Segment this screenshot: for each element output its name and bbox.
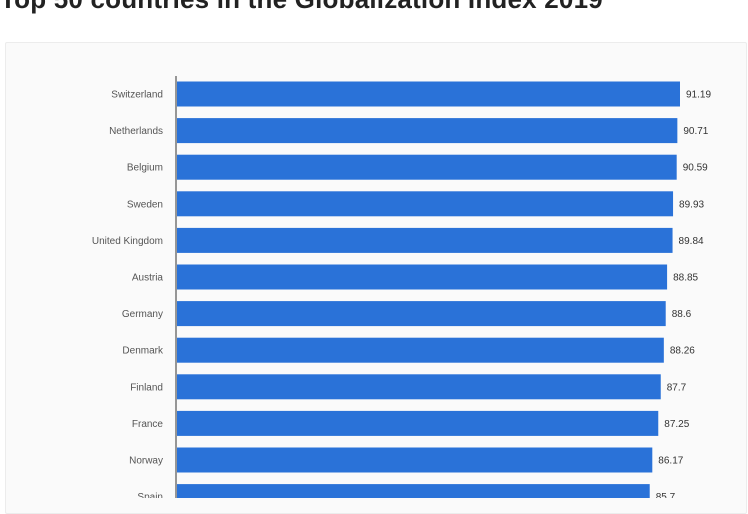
value-label: 90.71 bbox=[683, 126, 708, 137]
bar-denmark[interactable] bbox=[177, 337, 664, 363]
bar-netherlands[interactable] bbox=[177, 118, 678, 144]
bar-germany[interactable] bbox=[177, 301, 666, 327]
bar-france[interactable] bbox=[177, 410, 659, 436]
category-label: Austria bbox=[132, 273, 164, 284]
category-label: Switzerland bbox=[111, 90, 163, 101]
bar-finland[interactable] bbox=[177, 374, 661, 400]
category-label: Belgium bbox=[127, 163, 163, 174]
bar-switzerland[interactable] bbox=[177, 81, 680, 107]
bar-chart: Switzerland 91.19 Netherlands 90.71 Belgium 9… bbox=[92, 76, 711, 498]
value-label: 87.7 bbox=[667, 382, 687, 393]
bar-austria[interactable] bbox=[177, 264, 668, 290]
bar-belgium[interactable] bbox=[177, 154, 677, 180]
value-label: 86.17 bbox=[658, 456, 683, 467]
value-label: 88.6 bbox=[672, 309, 692, 320]
category-label: Denmark bbox=[122, 346, 164, 357]
value-label: 87.25 bbox=[664, 419, 689, 430]
chart-marks: Switzerland 91.19 Netherlands 90.71 Belgium 9… bbox=[92, 76, 711, 498]
value-label: 91.19 bbox=[686, 90, 711, 101]
value-label: 89.84 bbox=[679, 236, 704, 247]
category-label: France bbox=[132, 419, 164, 430]
category-label: United Kingdom bbox=[92, 236, 163, 247]
category-label: Germany bbox=[122, 309, 163, 320]
value-label: 90.59 bbox=[683, 163, 708, 174]
value-label: 89.93 bbox=[679, 199, 704, 210]
bar-sweden[interactable] bbox=[177, 191, 674, 217]
category-label: Sweden bbox=[127, 199, 163, 210]
bar-norway[interactable] bbox=[177, 447, 653, 473]
category-label: Norway bbox=[129, 456, 163, 467]
value-label: 88.85 bbox=[673, 273, 698, 284]
category-label: Netherlands bbox=[109, 126, 163, 137]
category-label: Spain bbox=[137, 492, 163, 498]
chart-title: Top 50 countries in the Globalization In… bbox=[0, 0, 603, 15]
bar-spain[interactable] bbox=[177, 484, 650, 498]
value-label: 85.7 bbox=[656, 492, 676, 498]
bar-united-kingdom[interactable] bbox=[177, 227, 673, 253]
category-label: Finland bbox=[130, 382, 163, 393]
value-label: 88.26 bbox=[670, 346, 695, 357]
